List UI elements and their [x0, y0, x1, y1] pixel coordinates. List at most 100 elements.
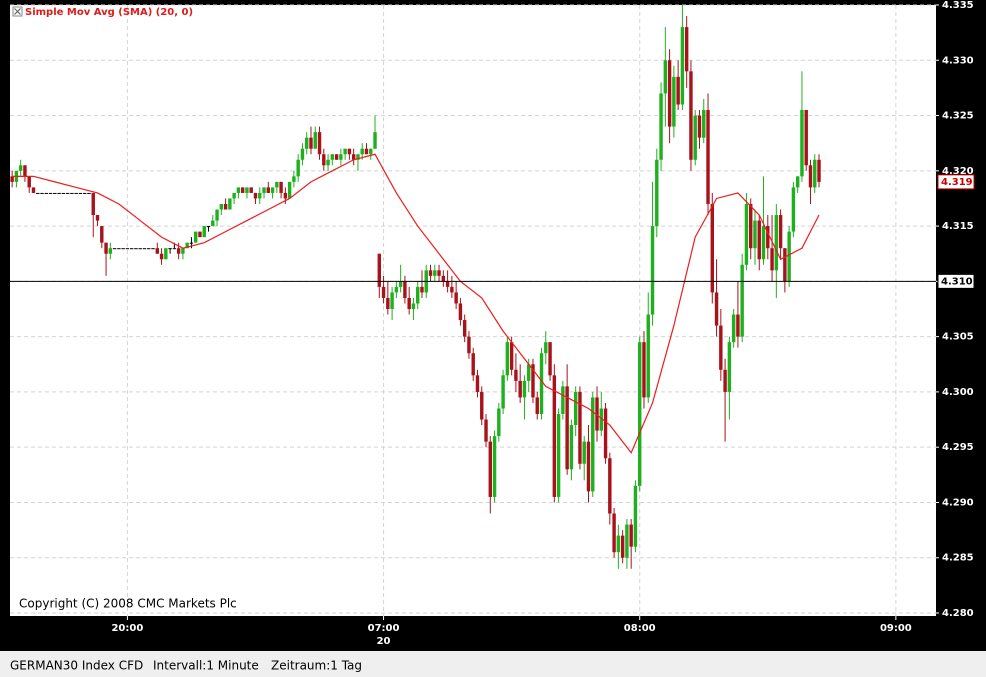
candle-body: [766, 226, 770, 249]
candle-body: [552, 375, 557, 497]
x-tick-label: 20:00: [111, 623, 143, 634]
candle-body: [394, 286, 399, 293]
candle-body: [10, 176, 14, 182]
candle-body: [783, 248, 787, 282]
candle-body: [347, 148, 352, 155]
candle-body: [629, 524, 633, 547]
candle-body: [155, 248, 159, 254]
candle-body: [339, 154, 343, 160]
candle-body: [684, 27, 689, 72]
instrument: GERMAN30 Index CFD: [10, 659, 143, 673]
candle-body: [505, 342, 510, 376]
candle-body: [240, 187, 245, 193]
candle-body: [770, 248, 774, 271]
candle-body: [407, 297, 411, 309]
candle-body: [317, 132, 322, 155]
candle-body: [330, 154, 335, 160]
candle-body: [791, 187, 796, 232]
candle-body: [616, 535, 621, 553]
candle-body: [501, 375, 505, 409]
candle-body: [40, 192, 44, 194]
candle-body: [514, 369, 518, 381]
candle-body: [334, 154, 339, 160]
candle-body: [454, 292, 458, 304]
candle-body: [774, 215, 779, 271]
candle-body: [206, 226, 211, 228]
candle-body: [373, 132, 377, 149]
candle-body: [599, 408, 603, 431]
candle-body: [471, 353, 475, 376]
candle-body: [804, 110, 808, 166]
candle-body: [518, 380, 522, 398]
y-tick-label: 4.330: [942, 55, 974, 66]
candle-body: [70, 192, 74, 194]
candle-body: [87, 192, 91, 194]
candle-body: [723, 369, 727, 392]
copyright: Copyright (C) 2008 CMC Markets Plc: [19, 597, 237, 611]
candle-body: [488, 441, 492, 497]
candle-body: [693, 115, 697, 160]
candle-body: [795, 176, 800, 188]
candle-body: [480, 391, 484, 420]
candle-body: [57, 192, 61, 194]
candle-body: [65, 192, 70, 194]
candle-body: [211, 220, 215, 227]
candle-body: [578, 391, 582, 464]
candle-body: [95, 215, 100, 221]
candle-body: [108, 248, 113, 254]
candle-body: [761, 226, 766, 260]
candle-body: [249, 187, 253, 193]
y-tick-label: 4.290: [942, 497, 974, 508]
candle-body: [522, 380, 527, 398]
overlay: Simple Mov Avg (SMA) (20, 0) Copyright (…: [12, 6, 237, 611]
candle-body: [236, 187, 241, 193]
candle-body: [544, 342, 548, 354]
candle-body: [292, 176, 296, 182]
candle-body: [582, 441, 586, 464]
ref-price-box: [937, 273, 975, 289]
candle-body: [749, 203, 753, 249]
candle-body: [266, 187, 270, 193]
legend-label: Simple Mov Avg (SMA) (20, 0): [25, 7, 193, 18]
candle-body: [462, 320, 467, 337]
x-tick-label: 07:00: [368, 623, 400, 634]
candle-body: [420, 286, 424, 293]
candle-body: [428, 270, 433, 276]
candle-body: [202, 226, 206, 238]
y-tick-label: 4.335: [942, 0, 974, 11]
candle-body: [509, 342, 514, 370]
plot-area: [10, 5, 936, 616]
candle-body: [706, 110, 710, 204]
candle-body: [343, 148, 347, 155]
candle-body: [492, 436, 497, 497]
candle-body: [168, 248, 172, 250]
candle-body: [326, 159, 330, 166]
candle-body: [181, 248, 185, 254]
candle-body: [138, 248, 142, 250]
candle-body: [680, 27, 685, 105]
candle-body: [787, 231, 791, 282]
candle-body: [710, 203, 714, 293]
candle-body: [757, 220, 761, 260]
candle-body: [377, 253, 381, 287]
y-tick-label: 4.315: [942, 221, 974, 232]
candle-body: [189, 242, 194, 244]
candle-body: [591, 397, 595, 492]
candle-body: [403, 281, 407, 298]
candle-body: [262, 187, 266, 193]
last-price-box: [937, 174, 975, 190]
candle-body: [475, 375, 480, 392]
y-tick-label: 4.320: [942, 166, 974, 177]
candle-body: [727, 342, 732, 392]
y-tick-label: 4.300: [942, 387, 974, 398]
candle-body: [817, 159, 821, 182]
candle-body: [351, 154, 356, 160]
candle-body: [650, 226, 655, 315]
candle-body: [215, 209, 219, 221]
candle-body: [556, 414, 561, 497]
candle-body: [245, 187, 249, 193]
candle-body: [620, 535, 625, 558]
x-tick-label: 09:00: [880, 623, 912, 634]
candle-body: [808, 165, 813, 188]
